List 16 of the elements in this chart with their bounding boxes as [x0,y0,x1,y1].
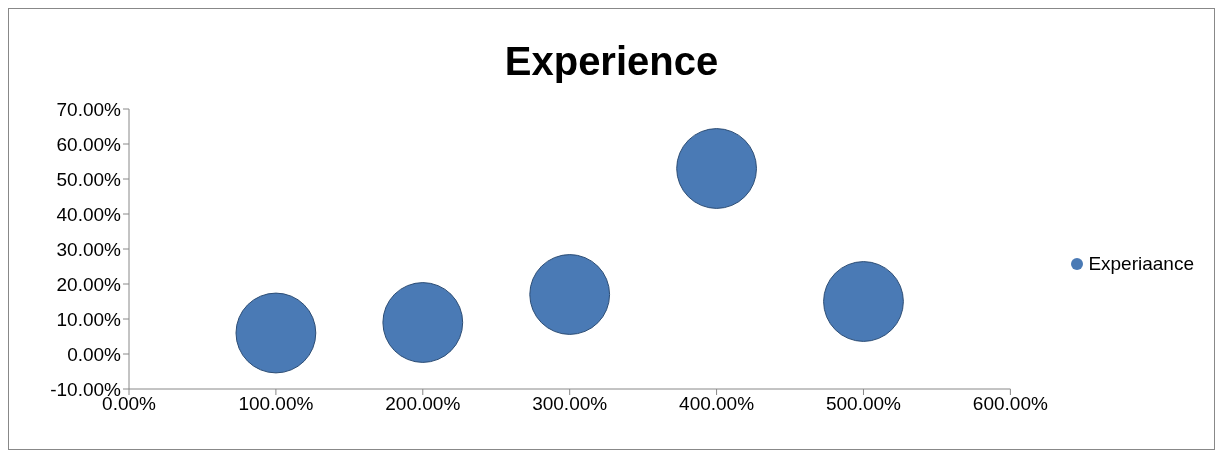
y-tick-label: 70.00% [56,98,122,120]
x-tick-label: 400.00% [679,393,755,415]
x-tick-label: 200.00% [385,393,461,415]
y-tick-label: 60.00% [56,133,122,155]
y-tick-label: 40.00% [56,203,122,225]
y-tick-label: 0.00% [67,343,122,365]
y-tick-label: 20.00% [56,273,122,295]
x-tick-label: 600.00% [972,393,1048,415]
legend-label: Experiaance [1088,253,1194,275]
y-tick-label: 30.00% [56,238,122,260]
x-tick-label: 100.00% [238,393,314,415]
x-tick-label: 500.00% [825,393,902,415]
y-tick-label: 10.00% [56,308,122,330]
chart-title: Experience [503,39,720,85]
y-tick-label: 50.00% [56,168,122,190]
x-tick-label: 300.00% [532,393,608,415]
